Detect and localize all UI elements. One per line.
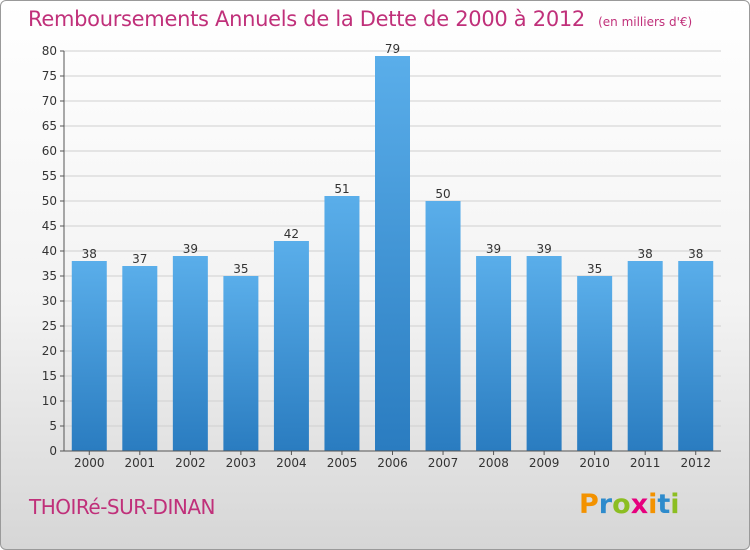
y-tick-label-80: 80 bbox=[42, 44, 57, 58]
y-tick-label-65: 65 bbox=[42, 119, 57, 133]
y-tick-label-70: 70 bbox=[42, 94, 57, 108]
bar-2011 bbox=[627, 261, 663, 451]
bar-value-label-2011: 38 bbox=[638, 247, 653, 261]
bar-2004 bbox=[273, 241, 309, 451]
y-tick-label-45: 45 bbox=[42, 219, 57, 233]
bar-2002 bbox=[172, 256, 208, 451]
bar-2009 bbox=[526, 256, 562, 451]
x-tick-label-2009: 2009 bbox=[529, 456, 560, 470]
x-tick-label-2005: 2005 bbox=[327, 456, 358, 470]
chart-title-block: Remboursements Annuels de la Dette de 20… bbox=[28, 7, 692, 31]
x-tick-label-2012: 2012 bbox=[680, 456, 711, 470]
x-tick-label-2011: 2011 bbox=[630, 456, 661, 470]
bar-layer: 38 37 39 35 42 51 79 50 39 39 35 38 38 bbox=[71, 42, 714, 451]
logo-letter: x bbox=[630, 489, 649, 520]
y-tick-label-0: 0 bbox=[49, 444, 57, 458]
y-tick-label-25: 25 bbox=[42, 319, 57, 333]
x-tick-label-2000: 2000 bbox=[74, 456, 105, 470]
bar-2001 bbox=[122, 266, 158, 451]
y-tick-label-20: 20 bbox=[42, 344, 57, 358]
logo-letter: t bbox=[657, 489, 671, 520]
bar-value-label-2000: 38 bbox=[82, 247, 97, 261]
logo-letter: i bbox=[648, 489, 658, 520]
y-tick-label-10: 10 bbox=[42, 394, 57, 408]
bar-2010 bbox=[577, 276, 613, 451]
bar-2007 bbox=[425, 201, 461, 451]
x-tick-label-2006: 2006 bbox=[377, 456, 408, 470]
bar-value-label-2002: 39 bbox=[183, 242, 198, 256]
chart-subtitle: (en milliers d'€) bbox=[598, 15, 693, 29]
y-tick-label-5: 5 bbox=[49, 419, 57, 433]
y-tick-label-60: 60 bbox=[42, 144, 57, 158]
y-tick-label-30: 30 bbox=[42, 294, 57, 308]
bar-value-label-2006: 79 bbox=[385, 42, 400, 56]
bar-2008 bbox=[476, 256, 512, 451]
x-tick-label-2004: 2004 bbox=[276, 456, 307, 470]
y-tick-label-15: 15 bbox=[42, 369, 57, 383]
y-tick-label-35: 35 bbox=[42, 269, 57, 283]
logo-letter: r bbox=[598, 489, 613, 520]
y-tick-label-40: 40 bbox=[42, 244, 57, 258]
bar-value-label-2003: 35 bbox=[233, 262, 248, 276]
proxiti-logo: Proxiti bbox=[579, 489, 680, 520]
axis-layer: 0 5 10 15 20 25 30 35 40 45 50 55 60 65 70 75 80 2000 2001… bbox=[42, 44, 721, 470]
bar-2012 bbox=[678, 261, 714, 451]
y-tick-label-55: 55 bbox=[42, 169, 57, 183]
bar-value-label-2005: 51 bbox=[334, 182, 349, 196]
chart-title: Remboursements Annuels de la Dette de 20… bbox=[28, 7, 585, 31]
bar-value-label-2008: 39 bbox=[486, 242, 501, 256]
bar-value-label-2007: 50 bbox=[435, 187, 450, 201]
bar-2006 bbox=[375, 56, 410, 451]
bar-value-label-2012: 38 bbox=[688, 247, 703, 261]
bar-value-label-2010: 35 bbox=[587, 262, 602, 276]
logo-letter: P bbox=[579, 489, 599, 520]
logo-letter: i bbox=[670, 489, 680, 520]
bar-value-label-2004: 42 bbox=[284, 227, 299, 241]
x-tick-label-2003: 2003 bbox=[226, 456, 257, 470]
bar-value-label-2009: 39 bbox=[536, 242, 551, 256]
bar-value-label-2001: 37 bbox=[132, 252, 147, 266]
bar-2005 bbox=[324, 196, 360, 451]
bar-2003 bbox=[223, 276, 259, 451]
x-tick-label-2001: 2001 bbox=[125, 456, 156, 470]
x-tick-label-2008: 2008 bbox=[478, 456, 509, 470]
y-tick-label-75: 75 bbox=[42, 69, 57, 83]
bar-2000 bbox=[71, 261, 107, 451]
x-tick-label-2010: 2010 bbox=[579, 456, 610, 470]
commune-name: THOIRé-SUR-DINAN bbox=[29, 495, 215, 519]
y-tick-label-50: 50 bbox=[42, 194, 57, 208]
logo-letter: o bbox=[612, 489, 631, 520]
x-tick-label-2002: 2002 bbox=[175, 456, 206, 470]
x-tick-label-2007: 2007 bbox=[428, 456, 459, 470]
